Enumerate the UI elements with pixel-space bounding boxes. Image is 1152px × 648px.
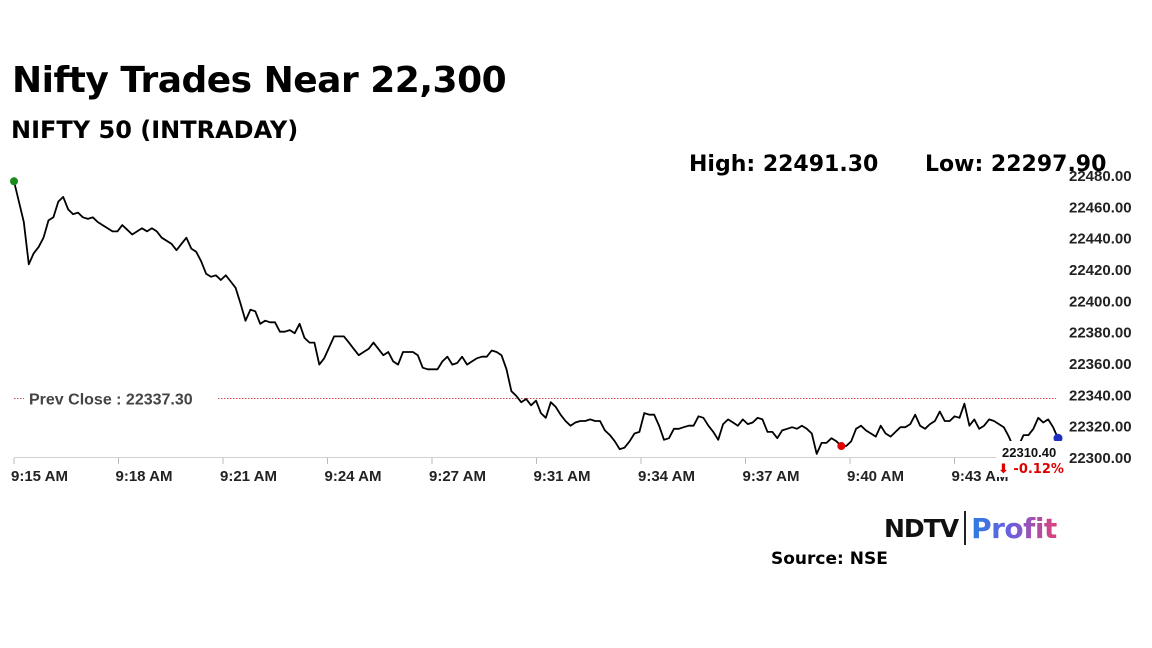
logo-brand: NDTV	[884, 513, 959, 543]
x-tick-label: 9:40 AM	[847, 468, 904, 485]
last-change: ⬇ -0.12%	[998, 462, 1064, 477]
x-tick-label: 9:18 AM	[116, 468, 173, 485]
chart-title: Nifty Trades Near 22,300	[12, 60, 507, 101]
y-tick-label: 22300.00	[1069, 450, 1132, 467]
y-tick-label: 22340.00	[1069, 387, 1132, 404]
start-point	[10, 177, 18, 186]
prev-close-label-bg	[24, 388, 218, 409]
last-value-bg	[996, 441, 1066, 477]
x-tick-label: 9:37 AM	[743, 468, 800, 485]
ndtv-profit-logo: NDTV Profit	[884, 508, 1057, 548]
y-tick-label: 22320.00	[1069, 419, 1132, 436]
high-value: High: 22491.30	[689, 152, 879, 177]
y-tick-label: 22360.00	[1069, 356, 1132, 373]
nifty-price-line	[13, 181, 1059, 455]
low-value: Low: 22297.90	[925, 152, 1107, 177]
last-value: 22310.40	[1002, 445, 1056, 460]
x-tick-label: 9:34 AM	[638, 468, 695, 485]
x-tick-label: 9:27 AM	[429, 468, 486, 485]
x-tick-label: 9:15 AM	[11, 468, 68, 485]
logo-product: Profit	[971, 511, 1057, 545]
last-point	[1053, 433, 1063, 443]
x-tick-label: 9:21 AM	[220, 468, 277, 485]
chart-subtitle: NIFTY 50 (INTRADAY)	[11, 116, 299, 144]
y-tick-label: 22480.00	[1069, 168, 1132, 185]
y-tick-label: 22400.00	[1069, 293, 1132, 310]
source-note: Source: NSE	[771, 549, 888, 569]
y-tick-label: 22460.00	[1069, 199, 1132, 216]
x-tick-label: 9:31 AM	[534, 468, 591, 485]
x-tick-label: 9:43 AM	[952, 468, 1009, 485]
logo-divider	[964, 511, 967, 545]
low-point	[837, 442, 846, 451]
x-tick-label: 9:24 AM	[325, 468, 382, 485]
prev-close-label: Prev Close : 22337.30	[29, 392, 193, 409]
y-tick-label: 22380.00	[1069, 325, 1132, 342]
y-tick-label: 22440.00	[1069, 231, 1132, 248]
y-tick-label: 22420.00	[1069, 262, 1132, 279]
